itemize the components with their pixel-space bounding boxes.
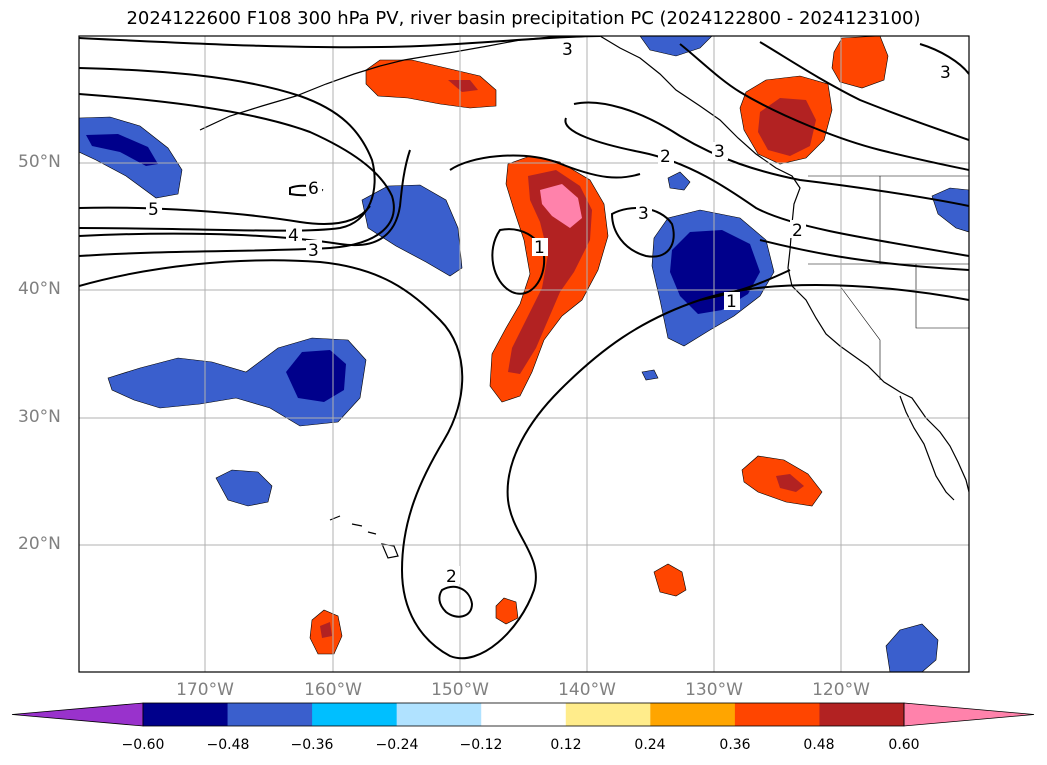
contour-label: 2 — [660, 147, 671, 167]
contour-label: 2 — [792, 221, 803, 241]
pv-contour-corner — [919, 43, 969, 75]
colorbar-tick-label: 0.12 — [550, 737, 582, 753]
colorbar-extend-high — [903, 702, 1035, 727]
positive-anomaly-alaska — [365, 59, 497, 109]
strong-positive-small-c — [320, 622, 332, 638]
contour-label: 3 — [308, 241, 319, 261]
colorbar-tick-label: 0.60 — [888, 737, 920, 753]
negative-anomaly-north — [639, 36, 713, 57]
pv-contour-east-3 — [679, 43, 969, 171]
negative-anomaly-gulf — [361, 184, 463, 277]
map-title: 2024122600 F108 300 hPa PV, river basin … — [126, 8, 921, 29]
strong-positive-bc — [758, 98, 816, 156]
colorbar-segment — [481, 703, 567, 726]
strong-negative-dateline — [86, 134, 158, 166]
pv-contour-east-2 — [564, 117, 969, 257]
colorbar-segment — [396, 703, 482, 726]
colorbar-tick-label: −0.48 — [206, 737, 250, 753]
colorbar-segment — [227, 703, 313, 726]
hawaii-islands — [329, 515, 399, 559]
colorbar-segment — [312, 703, 398, 726]
strong-negative-central-pacific — [286, 350, 346, 402]
max-positive-ridge — [540, 184, 582, 228]
north-america-coast — [599, 36, 969, 493]
pv-contours — [79, 36, 969, 660]
colorbar-tick-label: −0.36 — [290, 737, 334, 753]
pv-contour-southeast — [699, 269, 791, 301]
lat-label-50n: 50°N — [18, 152, 61, 172]
lat-label-20n: 20°N — [18, 534, 61, 554]
contour-label: 1 — [534, 238, 545, 258]
colorbar-tick-label: 0.36 — [719, 737, 751, 753]
negative-anomaly-small — [215, 469, 273, 507]
pv-contour-mid-4 — [759, 41, 969, 141]
pv-contour-west-1 — [79, 67, 376, 232]
pv-contour-mid-1 — [449, 154, 641, 179]
contour-label: 4 — [288, 226, 299, 246]
colorbar-tick-label: −0.60 — [121, 737, 165, 753]
contour-label: 3 — [940, 63, 951, 83]
pv-contour-top — [79, 36, 601, 49]
contour-label: 1 — [726, 292, 737, 312]
positive-anomaly-small-b — [495, 597, 519, 625]
colorbar-tick-label: −0.24 — [375, 737, 419, 753]
colorbar-segment — [734, 703, 820, 726]
lat-label-30n: 30°N — [18, 407, 61, 427]
negative-anomaly-vancouver — [667, 171, 691, 191]
colorbar-segments — [11, 702, 1035, 727]
strong-positive-subtropic — [776, 474, 804, 492]
lon-label-150w: 150°W — [431, 680, 489, 700]
colorbar-tick-label: 0.48 — [803, 737, 835, 753]
colorbar-segment — [650, 703, 736, 726]
contour-label: 3 — [714, 142, 725, 162]
map-frame — [78, 35, 970, 673]
pv-contour-west-2 — [79, 93, 395, 257]
lon-label-130w: 130°W — [685, 680, 743, 700]
colorbar-segment — [819, 703, 905, 726]
negative-anomaly-tiny — [641, 369, 659, 381]
negative-anomaly-east — [931, 187, 969, 233]
positive-anomaly-north-east — [831, 36, 889, 89]
contour-label-layer: 3 3 2 3 3 6 5 4 3 1 2 1 2 — [146, 40, 954, 587]
contour-label: 3 — [638, 204, 649, 224]
colorbar-frame — [142, 702, 905, 727]
aleutian-arc — [199, 65, 381, 131]
pv-contour-mid-2 — [491, 228, 546, 295]
contour-label: 5 — [148, 200, 159, 220]
strong-positive-alaska — [448, 80, 478, 92]
lon-label-140w: 140°W — [558, 680, 616, 700]
colorbar-segment — [143, 703, 229, 726]
precip-anomaly-fill — [79, 36, 969, 672]
contour-label: 3 — [562, 40, 573, 60]
pv-contour-west-4 — [79, 149, 411, 247]
lon-label-170w: 170°W — [176, 680, 234, 700]
pv-contour-east-4 — [759, 239, 969, 271]
colorbar-tick-label: 0.24 — [634, 737, 666, 753]
pv-contour-west-3 — [79, 205, 371, 226]
pv-contour-east-1 — [573, 101, 969, 207]
lat-label-40n: 40°N — [18, 279, 61, 299]
contour-label: 2 — [446, 567, 457, 587]
negative-anomaly-south — [885, 623, 939, 672]
colorbar-segment — [565, 703, 651, 726]
baja-california-coast — [899, 395, 955, 501]
pv-contour-loop-2 — [438, 585, 474, 618]
colorbar-extend-low — [11, 702, 144, 727]
lon-label-120w: 120°W — [812, 680, 870, 700]
positive-anomaly-small-a — [653, 563, 687, 597]
lon-label-160w: 160°W — [304, 680, 362, 700]
colorbar-tick-label: −0.12 — [459, 737, 503, 753]
pv-contour-west-5 — [79, 259, 969, 660]
contour-label: 6 — [308, 179, 319, 199]
